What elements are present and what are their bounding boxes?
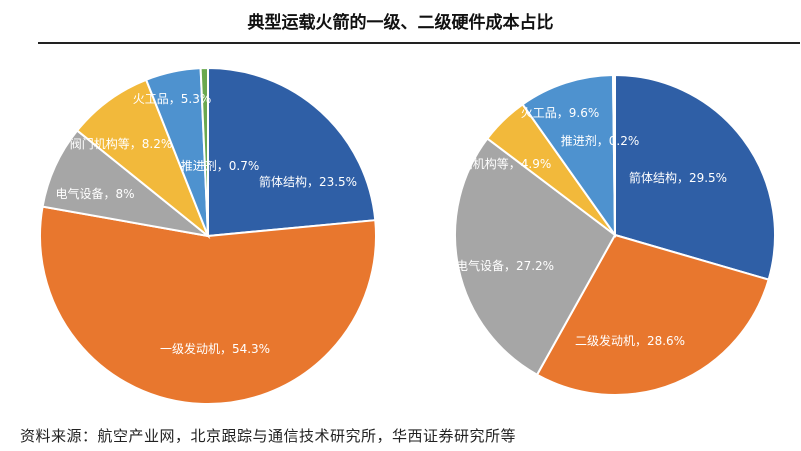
pie-2-label-3: 电气设备，27.2%	[456, 258, 554, 273]
pie-1-slice-2	[39, 205, 377, 405]
pie-2-slice-3	[454, 137, 617, 377]
pie-2-slice-5	[521, 73, 617, 239]
source-note: 资料来源：航空产业网，北京跟踪与通信技术研究所，华西证券研究所等	[20, 427, 517, 445]
pie-2-label-4: 阀门机构等，4.9%	[449, 156, 552, 171]
pie-2-label-1: 箭体结构，29.5%	[629, 170, 727, 185]
pie-1-label-6: 推进剂，0.7%	[181, 158, 260, 173]
pie-2-label-6: 推进剂，0.2%	[561, 133, 640, 148]
pie-2: 箭体结构，29.5% 二级发动机，28.6% 电气设备，27.2% 阀门机构等，4.9…	[449, 73, 776, 396]
pie-1-label-5: 火工品，5.3%	[133, 92, 212, 106]
pie-2-slice-2	[535, 233, 770, 396]
pie-2-label-2: 二级发动机，28.6%	[575, 333, 685, 348]
chart-title: 典型运载火箭的一级、二级硬件成本占比	[247, 13, 554, 33]
pie-2-slice-6	[611, 73, 616, 236]
pie-1: 箭体结构，23.5% 一级发动机，54.3% 电气设备，8% 阀门机构等，8.2% 火工…	[39, 66, 377, 405]
pie-1-label-2: 一级发动机，54.3%	[160, 341, 270, 356]
title-rule	[38, 42, 800, 44]
pie-2-slice-1	[614, 73, 776, 281]
pie-1-slice-1	[207, 66, 377, 238]
pie-1-label-1: 箭体结构，23.5%	[259, 174, 357, 189]
pie-1-slice-6	[199, 66, 209, 237]
pie-1-slice-4	[75, 78, 211, 240]
pie-1-label-4: 阀门机构等，8.2%	[70, 136, 173, 151]
pie-2-label-5: 火工品，9.6%	[521, 106, 600, 120]
pie-1-label-3: 电气设备，8%	[55, 186, 134, 201]
